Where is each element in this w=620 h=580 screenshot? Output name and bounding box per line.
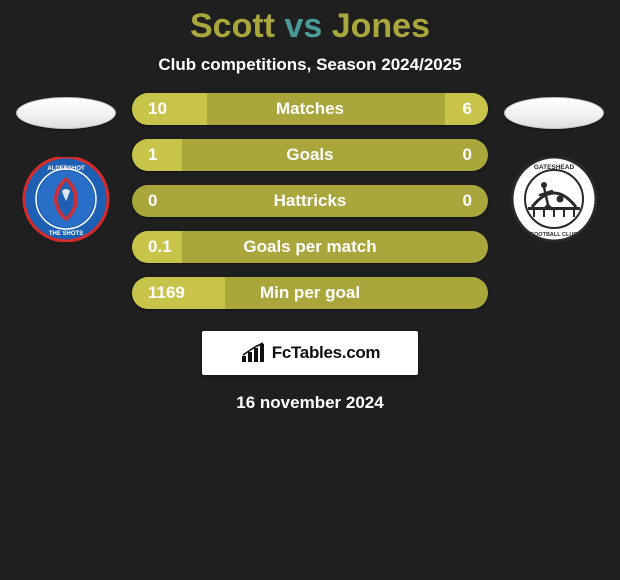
svg-text:THE SHOTS: THE SHOTS (49, 231, 83, 237)
stat-row: 0Hattricks0 (132, 185, 488, 217)
comparison-card: Scott vs Jones Club competitions, Season… (0, 0, 620, 413)
title-player2: Jones (332, 7, 430, 45)
stat-left-value: 1 (132, 145, 202, 165)
stat-row: 10Matches6 (132, 93, 488, 125)
right-column: GATESHEAD FOOTBALL CLUB (494, 93, 614, 242)
subtitle: Club competitions, Season 2024/2025 (0, 55, 620, 75)
date-line: 16 november 2024 (0, 393, 620, 413)
stat-left-value: 0 (132, 191, 202, 211)
main-row: ALDERSHOT THE SHOTS 10Matches61Goals00Ha… (0, 93, 620, 309)
stat-row: 0.1Goals per match (132, 231, 488, 263)
player-photo-right (504, 97, 604, 129)
left-column: ALDERSHOT THE SHOTS (6, 93, 126, 242)
svg-text:FOOTBALL CLUB: FOOTBALL CLUB (531, 232, 578, 238)
stat-label: Hattricks (202, 191, 418, 211)
credit-text: FcTables.com (272, 343, 381, 363)
aldershot-badge-icon: ALDERSHOT THE SHOTS (16, 157, 116, 242)
stat-label: Goals per match (202, 237, 418, 257)
stat-left-value: 10 (132, 99, 202, 119)
club-badge-right: GATESHEAD FOOTBALL CLUB (504, 157, 604, 242)
stat-label: Min per goal (202, 283, 418, 303)
club-badge-left: ALDERSHOT THE SHOTS (16, 157, 116, 242)
stat-right-value: 6 (418, 99, 488, 119)
credit-box[interactable]: FcTables.com (202, 331, 418, 375)
title-player1: Scott (190, 7, 275, 45)
stat-row: 1Goals0 (132, 139, 488, 171)
stat-row: 1169Min per goal (132, 277, 488, 309)
page-title: Scott vs Jones (0, 8, 620, 45)
stat-left-value: 0.1 (132, 237, 202, 257)
stat-label: Matches (202, 99, 418, 119)
bar-chart-icon (240, 342, 268, 364)
gateshead-badge-icon: GATESHEAD FOOTBALL CLUB (504, 157, 604, 242)
stats-column: 10Matches61Goals00Hattricks00.1Goals per… (126, 93, 494, 309)
title-vs: vs (284, 7, 322, 45)
stat-right-value: 0 (418, 191, 488, 211)
stat-label: Goals (202, 145, 418, 165)
stat-right-value: 0 (418, 145, 488, 165)
stat-left-value: 1169 (132, 283, 202, 303)
svg-text:GATESHEAD: GATESHEAD (534, 164, 575, 171)
player-photo-left (16, 97, 116, 129)
svg-text:ALDERSHOT: ALDERSHOT (47, 166, 85, 172)
